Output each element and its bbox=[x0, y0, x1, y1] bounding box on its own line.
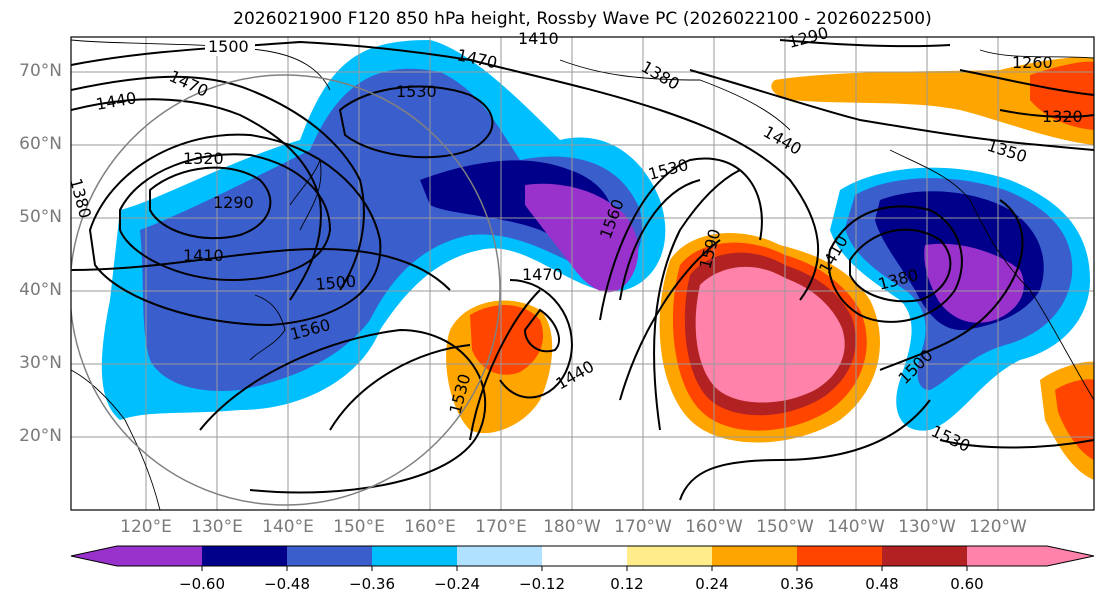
latitude-label: 50°N bbox=[19, 207, 62, 227]
contour-label: 1470 bbox=[522, 265, 563, 284]
contour-label: 1500 bbox=[315, 272, 357, 294]
colorbar-tick-label: −0.60 bbox=[179, 575, 225, 593]
contour-label: 1440 bbox=[94, 88, 137, 114]
map-title: 2026021900 F120 850 hPa height, Rossby W… bbox=[233, 9, 932, 29]
map-frame bbox=[70, 36, 1095, 511]
longitude-label: 170°E bbox=[475, 517, 527, 537]
colorbar-tick-label: 0.12 bbox=[610, 575, 644, 593]
colorbar-tick-label: −0.48 bbox=[264, 575, 310, 593]
contour-label: 1530 bbox=[928, 421, 973, 455]
contour-label: 1320 bbox=[183, 149, 224, 168]
longitude-label: 120°W bbox=[969, 517, 1027, 537]
latitude-label: 20°N bbox=[19, 426, 62, 446]
contour-label: 1380 bbox=[638, 57, 683, 94]
positive-anomaly-arctic-light bbox=[771, 57, 1094, 145]
longitude-label: 180°W bbox=[543, 517, 601, 537]
contour-label: 1410 bbox=[518, 29, 559, 48]
colorbar-swatch bbox=[117, 546, 202, 566]
negative-anomaly-core-region bbox=[525, 183, 639, 293]
colorbar-ticks bbox=[201, 566, 968, 571]
graticule bbox=[71, 37, 1094, 510]
longitude-label: 140°E bbox=[262, 517, 314, 537]
colorbar-extend-low bbox=[71, 546, 117, 566]
colorbar-swatch bbox=[372, 546, 457, 566]
contour-label: 1440 bbox=[760, 122, 805, 159]
colorbar-swatch bbox=[202, 546, 287, 566]
contour-label: 1440 bbox=[553, 357, 598, 394]
longitude-label: 130°W bbox=[898, 517, 956, 537]
contour-label: 1500 bbox=[208, 37, 249, 56]
colorbar-swatch bbox=[627, 546, 712, 566]
colorbar-tick-label: 0.60 bbox=[950, 575, 984, 593]
longitude-label: 140°W bbox=[827, 517, 885, 537]
longitude-label: 130°E bbox=[191, 517, 243, 537]
contour-label: 1530 bbox=[646, 155, 690, 184]
positive-anomaly-arctic-medium bbox=[1030, 61, 1094, 130]
negative-anomaly-medium-region bbox=[140, 68, 642, 391]
height-contours bbox=[71, 39, 1094, 501]
latitude-label: 60°N bbox=[19, 134, 62, 154]
contour-label-bg bbox=[205, 36, 255, 56]
colorbar-tick-label: 0.36 bbox=[780, 575, 814, 593]
positive-anomaly-core-region bbox=[695, 266, 845, 403]
colorbar-swatch bbox=[457, 546, 542, 566]
colorbar-swatch bbox=[967, 546, 1047, 566]
longitude-label: 150°W bbox=[756, 517, 814, 537]
contour-label: 1290 bbox=[213, 193, 254, 212]
colorbar-tick-label: 0.24 bbox=[695, 575, 729, 593]
colorbar bbox=[70, 545, 1095, 571]
colorbar-extend-high bbox=[1047, 546, 1094, 566]
colorbar-swatch bbox=[882, 546, 967, 566]
contour-label: 1410 bbox=[183, 246, 224, 265]
positive-anomaly-southeast-medium bbox=[1055, 379, 1094, 460]
colorbar-outline bbox=[70, 545, 1095, 567]
colorbar-tick-label: −0.36 bbox=[349, 575, 395, 593]
colorbar-tick-label: −0.24 bbox=[434, 575, 480, 593]
colorbar-swatch bbox=[712, 546, 797, 566]
colorbar-swatch bbox=[797, 546, 882, 566]
contour-label: 1530 bbox=[396, 82, 437, 101]
longitude-label: 160°E bbox=[404, 517, 456, 537]
longitude-label: 150°E bbox=[333, 517, 385, 537]
colorbar-tick-label: −0.12 bbox=[519, 575, 565, 593]
latitude-label: 30°N bbox=[19, 353, 62, 373]
contour-label: 1320 bbox=[1042, 107, 1083, 126]
longitude-label: 170°W bbox=[614, 517, 672, 537]
colorbar-swatch bbox=[542, 546, 627, 566]
latitude-label: 40°N bbox=[19, 280, 62, 300]
contour-label: 1350 bbox=[985, 136, 1030, 167]
latitude-label: 70°N bbox=[19, 61, 62, 81]
reference-circle bbox=[71, 74, 501, 506]
longitude-label: 160°W bbox=[685, 517, 743, 537]
positive-anomaly-subtropical-medium bbox=[470, 304, 544, 375]
rossby-wave-pc-field bbox=[101, 40, 1094, 480]
colorbar-tick-label: 0.48 bbox=[865, 575, 899, 593]
contour-label: 1260 bbox=[1012, 53, 1053, 72]
longitude-label: 120°E bbox=[120, 517, 172, 537]
colorbar-swatch bbox=[287, 546, 372, 566]
